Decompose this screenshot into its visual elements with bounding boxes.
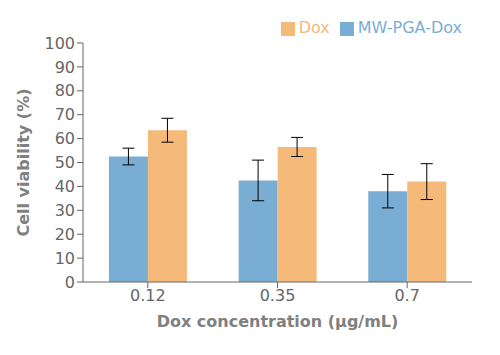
svg-text:Cell viability (%): Cell viability (%) xyxy=(14,88,33,236)
svg-text:50: 50 xyxy=(55,153,75,172)
svg-text:80: 80 xyxy=(55,81,75,100)
svg-text:30: 30 xyxy=(55,201,75,220)
svg-text:100: 100 xyxy=(44,34,75,53)
html-text:MW-PGA-Dox: MW-PGA-Dox xyxy=(357,18,462,37)
svg-text:Dox concentration (μg/mL): Dox concentration (μg/mL) xyxy=(157,312,399,331)
svg-text:40: 40 xyxy=(55,177,75,196)
html-text:Dox: Dox xyxy=(298,18,330,37)
svg-text:90: 90 xyxy=(55,58,75,77)
svg-text:0.35: 0.35 xyxy=(260,286,296,305)
svg-text:0: 0 xyxy=(65,273,75,292)
svg-text:0.12: 0.12 xyxy=(130,286,166,305)
svg-text:70: 70 xyxy=(55,105,75,124)
svg-text:60: 60 xyxy=(55,129,75,148)
svg-text:0.7: 0.7 xyxy=(394,286,419,305)
svg-text:20: 20 xyxy=(55,225,75,244)
svg-text:10: 10 xyxy=(55,249,75,268)
